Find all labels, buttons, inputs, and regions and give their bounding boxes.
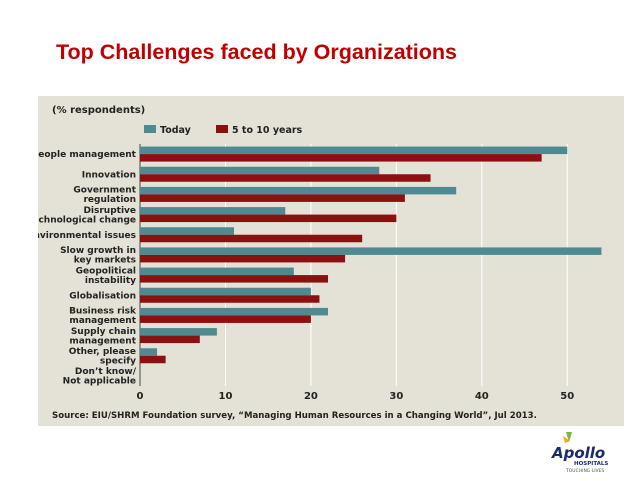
bar-future-1 <box>140 174 431 182</box>
category-label-4: Environmental issues <box>38 231 136 241</box>
legend-swatch-0 <box>144 125 156 133</box>
bar-future-2 <box>140 194 405 202</box>
bar-today-5 <box>140 247 602 255</box>
category-labels: People management Innovation Government reg… <box>27 150 137 387</box>
category-label-3: Disruptive technological change <box>38 206 136 226</box>
logo-brand: Apollo <box>551 444 605 462</box>
category-label-2: Government regulation <box>73 186 136 206</box>
bar-future-8 <box>140 315 311 323</box>
bar-today-3 <box>140 207 286 215</box>
category-label-0: People management <box>38 150 137 160</box>
x-tick-labels: 0 10 20 30 40 50 <box>137 391 575 402</box>
logo-sub: HOSPITALS <box>574 461 608 467</box>
bar-today-10 <box>140 348 158 356</box>
bar-today-4 <box>140 227 234 235</box>
category-label-5: Slow growth in key markets <box>60 246 136 266</box>
category-label-7: Globalisation <box>69 291 136 301</box>
category-label-6: Geopolitical instability <box>76 266 136 286</box>
category-label-11: Don’t know/Not applicable <box>63 367 137 387</box>
bar-future-0 <box>140 154 542 162</box>
bar-today-8 <box>140 307 328 316</box>
bar-today-6 <box>140 267 294 276</box>
x-tick-40: 40 <box>475 391 489 402</box>
legend-label-1: 5 to 10 years <box>232 125 303 136</box>
slide-title: Top Challenges faced by Organizations <box>56 40 458 64</box>
bar-chart: (% respondents) Today 5 to 10 years Peopl… <box>27 96 624 426</box>
logo-mark-icon <box>566 432 572 442</box>
bar-future-9 <box>140 335 200 344</box>
x-tick-0: 0 <box>137 391 144 402</box>
legend-swatch-1 <box>216 125 228 133</box>
source-note: Source: EIU/SHRM Foundation survey, “Man… <box>52 411 537 421</box>
bar-today-0 <box>140 146 568 155</box>
category-label-8: Business risk management <box>69 307 137 327</box>
category-label-9: Supply chain management <box>69 327 136 347</box>
legend-label-0: Today <box>160 125 192 136</box>
bar-today-2 <box>140 186 457 195</box>
bar-future-10 <box>140 355 166 364</box>
category-label-1: Innovation <box>82 170 136 180</box>
bar-future-7 <box>140 295 320 303</box>
legend: Today 5 to 10 years <box>144 125 303 136</box>
gridlines <box>139 144 568 386</box>
bar-today-7 <box>140 287 311 296</box>
apollo-logo: Apollo HOSPITALS TOUCHING LIVES <box>550 428 630 476</box>
x-tick-30: 30 <box>389 391 403 402</box>
bars <box>140 146 602 364</box>
chart: (% respondents) Today 5 to 10 years Peopl… <box>27 96 624 426</box>
x-tick-50: 50 <box>560 391 574 402</box>
bar-future-4 <box>140 234 363 243</box>
x-tick-10: 10 <box>218 391 232 402</box>
logo-tagline: TOUCHING LIVES <box>565 468 604 474</box>
bar-future-5 <box>140 254 346 263</box>
bar-today-1 <box>140 166 380 175</box>
bar-future-3 <box>140 214 397 223</box>
category-label-10: Other, please specify <box>69 347 136 367</box>
bar-future-6 <box>140 275 328 283</box>
x-tick-20: 20 <box>304 391 318 402</box>
bar-today-9 <box>140 328 217 336</box>
unit-label: (% respondents) <box>52 105 145 116</box>
